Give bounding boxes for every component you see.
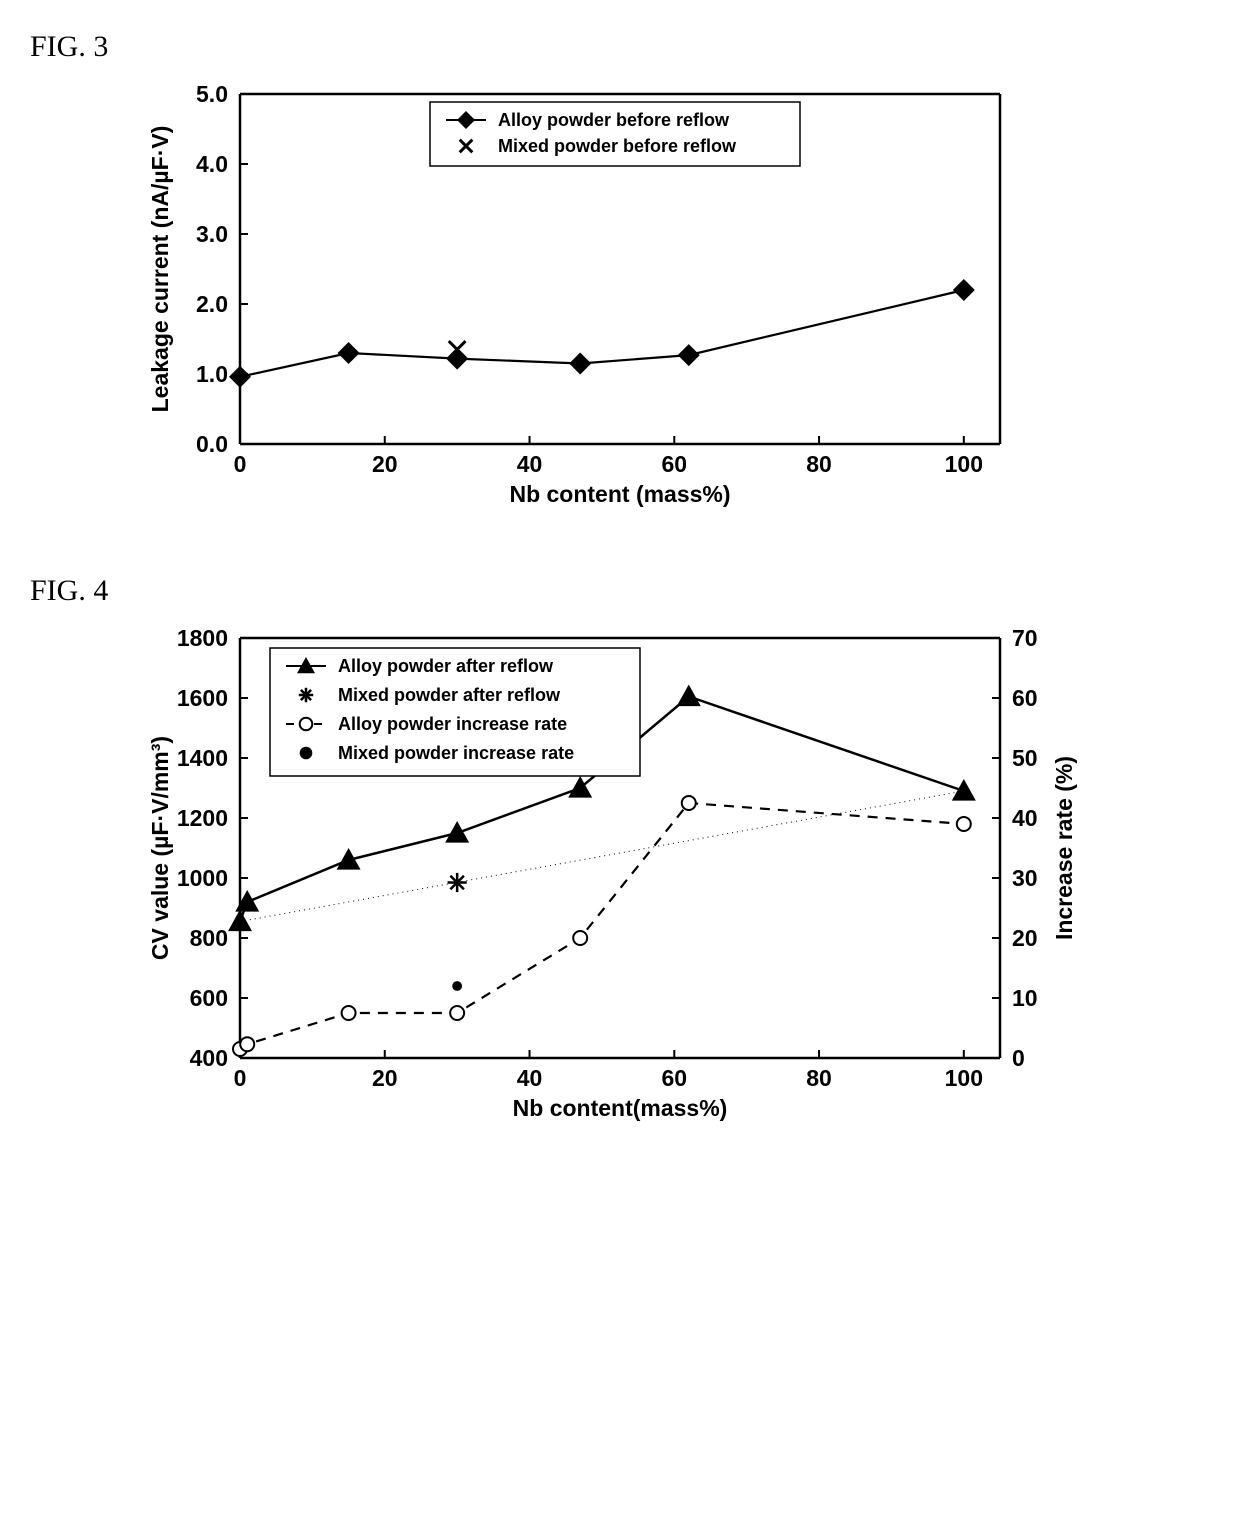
svg-text:50: 50 [1012, 745, 1038, 771]
svg-text:Mixed powder after reflow: Mixed powder after reflow [338, 685, 561, 705]
svg-text:800: 800 [190, 925, 228, 951]
svg-text:1600: 1600 [177, 685, 228, 711]
svg-text:1200: 1200 [177, 805, 228, 831]
svg-text:1400: 1400 [177, 745, 228, 771]
svg-text:Increase rate (%): Increase rate (%) [1051, 756, 1077, 940]
svg-text:0: 0 [234, 1065, 247, 1091]
svg-text:3.0: 3.0 [196, 221, 228, 247]
svg-text:40: 40 [1012, 805, 1038, 831]
svg-text:0: 0 [234, 451, 247, 477]
svg-text:100: 100 [945, 1065, 983, 1091]
fig4-chart: 0204060801004006008001000120014001600180… [130, 618, 1210, 1128]
svg-text:80: 80 [806, 1065, 832, 1091]
svg-text:Alloy powder before reflow: Alloy powder before reflow [498, 110, 730, 130]
svg-text:10: 10 [1012, 985, 1038, 1011]
svg-text:1000: 1000 [177, 865, 228, 891]
svg-text:Nb content(mass%): Nb content(mass%) [513, 1095, 728, 1121]
svg-text:4.0: 4.0 [196, 151, 228, 177]
svg-text:CV value (µF·V/mm³): CV value (µF·V/mm³) [147, 736, 173, 960]
svg-text:1800: 1800 [177, 625, 228, 651]
fig4-label: FIG. 4 [30, 574, 1210, 608]
svg-text:60: 60 [661, 451, 687, 477]
svg-text:2.0: 2.0 [196, 291, 228, 317]
svg-text:5.0: 5.0 [196, 81, 228, 107]
svg-text:60: 60 [1012, 685, 1038, 711]
svg-text:Nb content (mass%): Nb content (mass%) [509, 481, 730, 507]
svg-text:30: 30 [1012, 865, 1038, 891]
fig3-label: FIG. 3 [30, 30, 1210, 64]
svg-text:70: 70 [1012, 625, 1038, 651]
svg-text:20: 20 [372, 451, 398, 477]
svg-text:60: 60 [661, 1065, 687, 1091]
svg-text:600: 600 [190, 985, 228, 1011]
svg-text:0.0: 0.0 [196, 431, 228, 457]
svg-text:Mixed powder increase rate: Mixed powder increase rate [338, 743, 574, 763]
svg-text:Leakage current (nA/µF·V): Leakage current (nA/µF·V) [147, 126, 173, 413]
svg-text:Alloy powder increase rate: Alloy powder increase rate [338, 714, 567, 734]
svg-text:Alloy powder after reflow: Alloy powder after reflow [338, 656, 554, 676]
svg-text:1.0: 1.0 [196, 361, 228, 387]
svg-text:80: 80 [806, 451, 832, 477]
fig3-chart: 0 20 40 60 80 100 0.0 1.0 2.0 3.0 4.0 5.0 Nb content… [130, 74, 1210, 514]
svg-text:40: 40 [517, 451, 543, 477]
svg-text:400: 400 [190, 1045, 228, 1071]
svg-text:100: 100 [945, 451, 983, 477]
svg-text:20: 20 [372, 1065, 398, 1091]
svg-text:Mixed powder before reflow: Mixed powder before reflow [498, 136, 737, 156]
svg-text:20: 20 [1012, 925, 1038, 951]
svg-text:0: 0 [1012, 1045, 1025, 1071]
svg-text:40: 40 [517, 1065, 543, 1091]
